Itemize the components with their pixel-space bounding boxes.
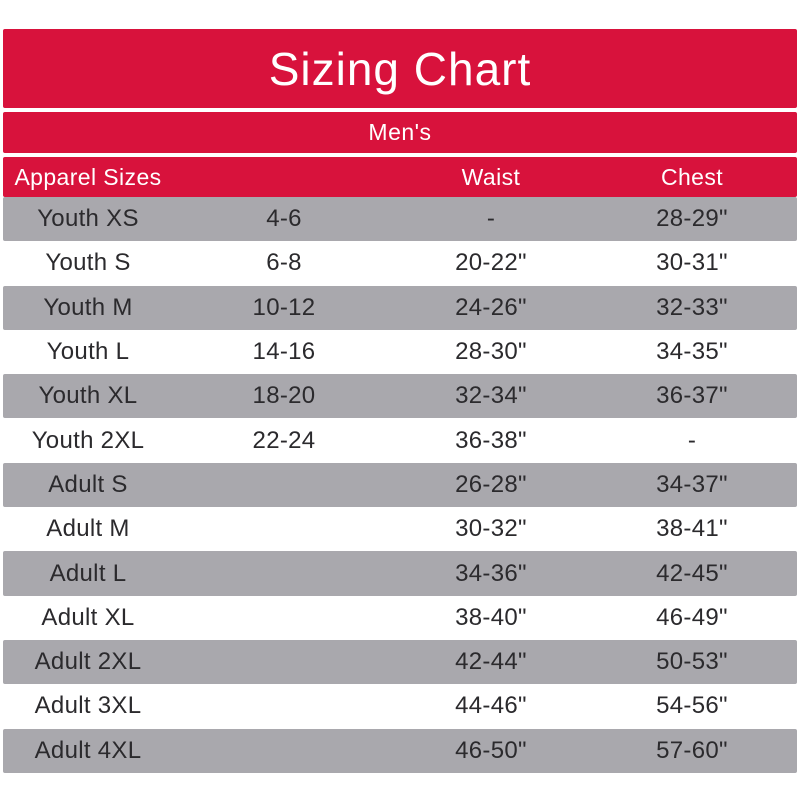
table-row: Adult 4XL 46-50" 57-60" <box>3 728 797 773</box>
cell-waist: 36-38" <box>455 426 527 454</box>
cell-chest: 57-60" <box>656 736 728 764</box>
cell-size: 18-20 <box>252 382 316 410</box>
cell-label: Youth XS <box>37 205 139 233</box>
column-header-apparel-sizes: Apparel Sizes <box>14 163 162 190</box>
table-header-row: Apparel Sizes Waist Chest <box>3 157 797 197</box>
cell-label: Youth XL <box>38 382 138 410</box>
cell-label: Adult 3XL <box>34 692 142 720</box>
cell-label: Adult 2XL <box>34 648 142 676</box>
cell-size: 22-24 <box>252 426 316 454</box>
cell-chest: 30-31" <box>656 249 728 277</box>
cell-chest: 34-37" <box>656 470 728 498</box>
section-label: Men's <box>3 112 797 153</box>
table-row: Adult 3XL 44-46" 54-56" <box>3 684 797 728</box>
cell-waist: 38-40" <box>455 603 527 631</box>
cell-chest: 46-49" <box>656 603 728 631</box>
cell-label: Youth L <box>46 338 130 366</box>
cell-label: Youth M <box>43 293 133 321</box>
cell-label: Adult S <box>48 470 128 498</box>
sizing-chart-sheet: Sizing Chart Men's Apparel Sizes Waist C… <box>3 29 797 773</box>
table-row: Adult 2XL 42-44" 50-53" <box>3 639 797 685</box>
table-row: Adult M 30-32" 38-41" <box>3 507 797 551</box>
cell-size: 6-8 <box>266 249 302 277</box>
table-row: Youth L 14-16 28-30" 34-35" <box>3 330 797 374</box>
table-row: Adult S 26-28" 34-37" <box>3 462 797 508</box>
cell-waist: - <box>486 205 496 233</box>
cell-waist: 34-36" <box>455 559 527 587</box>
cell-chest: 32-33" <box>656 293 728 321</box>
table-row: Youth XS 4-6 - 28-29" <box>3 197 797 242</box>
cell-waist: 28-30" <box>455 338 527 366</box>
cell-chest: 38-41" <box>656 515 728 543</box>
cell-waist: 30-32" <box>455 515 527 543</box>
cell-waist: 32-34" <box>455 382 527 410</box>
table-row: Adult XL 38-40" 46-49" <box>3 596 797 640</box>
table-row: Youth S 6-8 20-22" 30-31" <box>3 241 797 285</box>
size-table-body: Youth XS 4-6 - 28-29" Youth S 6-8 20-22" 30-31"… <box>3 197 797 773</box>
cell-size: 14-16 <box>252 338 316 366</box>
cell-chest: - <box>687 426 697 454</box>
cell-waist: 24-26" <box>455 293 527 321</box>
cell-chest: 34-35" <box>656 338 728 366</box>
cell-label: Youth S <box>45 249 131 277</box>
cell-label: Adult M <box>46 515 130 543</box>
cell-size: 10-12 <box>252 293 316 321</box>
column-header-chest: Chest <box>660 163 724 190</box>
cell-chest: 42-45" <box>656 559 728 587</box>
cell-waist: 26-28" <box>455 470 527 498</box>
cell-label: Adult 4XL <box>34 736 142 764</box>
cell-chest: 50-53" <box>656 648 728 676</box>
cell-waist: 20-22" <box>455 249 527 277</box>
table-row: Youth XL 18-20 32-34" 36-37" <box>3 374 797 419</box>
cell-size: 4-6 <box>266 205 302 233</box>
page-title: Sizing Chart <box>3 29 797 108</box>
column-header-waist: Waist <box>461 163 521 190</box>
table-row: Adult L 34-36" 42-45" <box>3 551 797 596</box>
table-row: Youth M 10-12 24-26" 32-33" <box>3 285 797 330</box>
cell-label: Youth 2XL <box>31 426 145 454</box>
cell-chest: 54-56" <box>656 692 728 720</box>
cell-chest: 36-37" <box>656 382 728 410</box>
cell-label: Adult XL <box>41 603 135 631</box>
cell-chest: 28-29" <box>656 205 728 233</box>
cell-label: Adult L <box>49 559 127 587</box>
cell-waist: 46-50" <box>455 736 527 764</box>
table-row: Youth 2XL 22-24 36-38" - <box>3 418 797 462</box>
cell-waist: 42-44" <box>455 648 527 676</box>
cell-waist: 44-46" <box>455 692 527 720</box>
